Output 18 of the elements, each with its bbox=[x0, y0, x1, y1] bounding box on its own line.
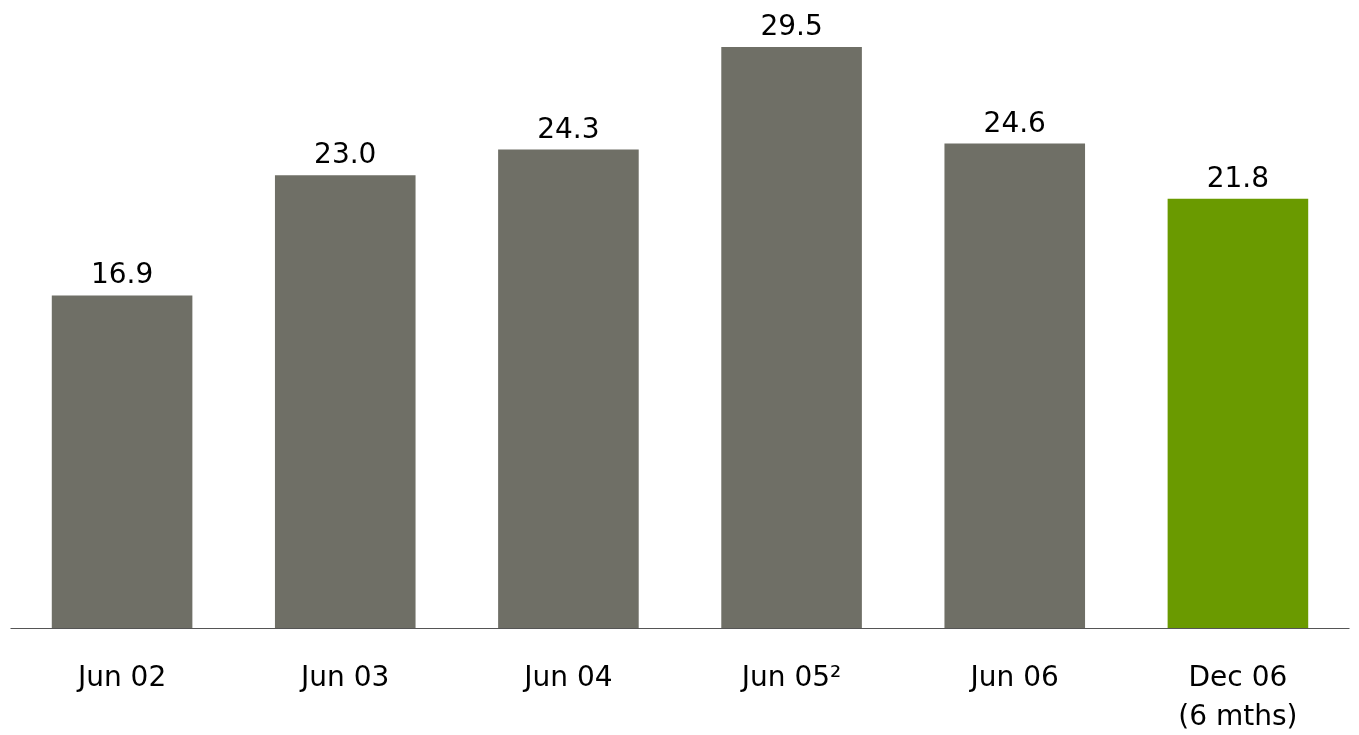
x-tick-label: Jun 03 bbox=[299, 659, 390, 693]
bar bbox=[274, 175, 416, 629]
bar bbox=[498, 149, 639, 629]
x-tick-label: Jun 05² bbox=[739, 659, 842, 693]
bar bbox=[51, 295, 193, 629]
x-tick-label: Jun 02 bbox=[75, 659, 167, 693]
bar bbox=[721, 47, 862, 629]
data-label: 21.8 bbox=[1206, 160, 1270, 194]
data-label: 24.3 bbox=[537, 111, 600, 145]
x-tick-label: Jun 06 bbox=[968, 659, 1059, 693]
x-tick-label: Dec 06 (6 mths) bbox=[1178, 659, 1298, 733]
data-label: 24.6 bbox=[983, 105, 1046, 139]
data-label: 16.9 bbox=[90, 257, 154, 291]
data-label: 23.0 bbox=[314, 137, 377, 171]
bar bbox=[1167, 198, 1309, 629]
x-tick-label: Jun 04 bbox=[522, 659, 613, 693]
data-label: 29.5 bbox=[760, 9, 823, 43]
bar bbox=[944, 143, 1086, 629]
